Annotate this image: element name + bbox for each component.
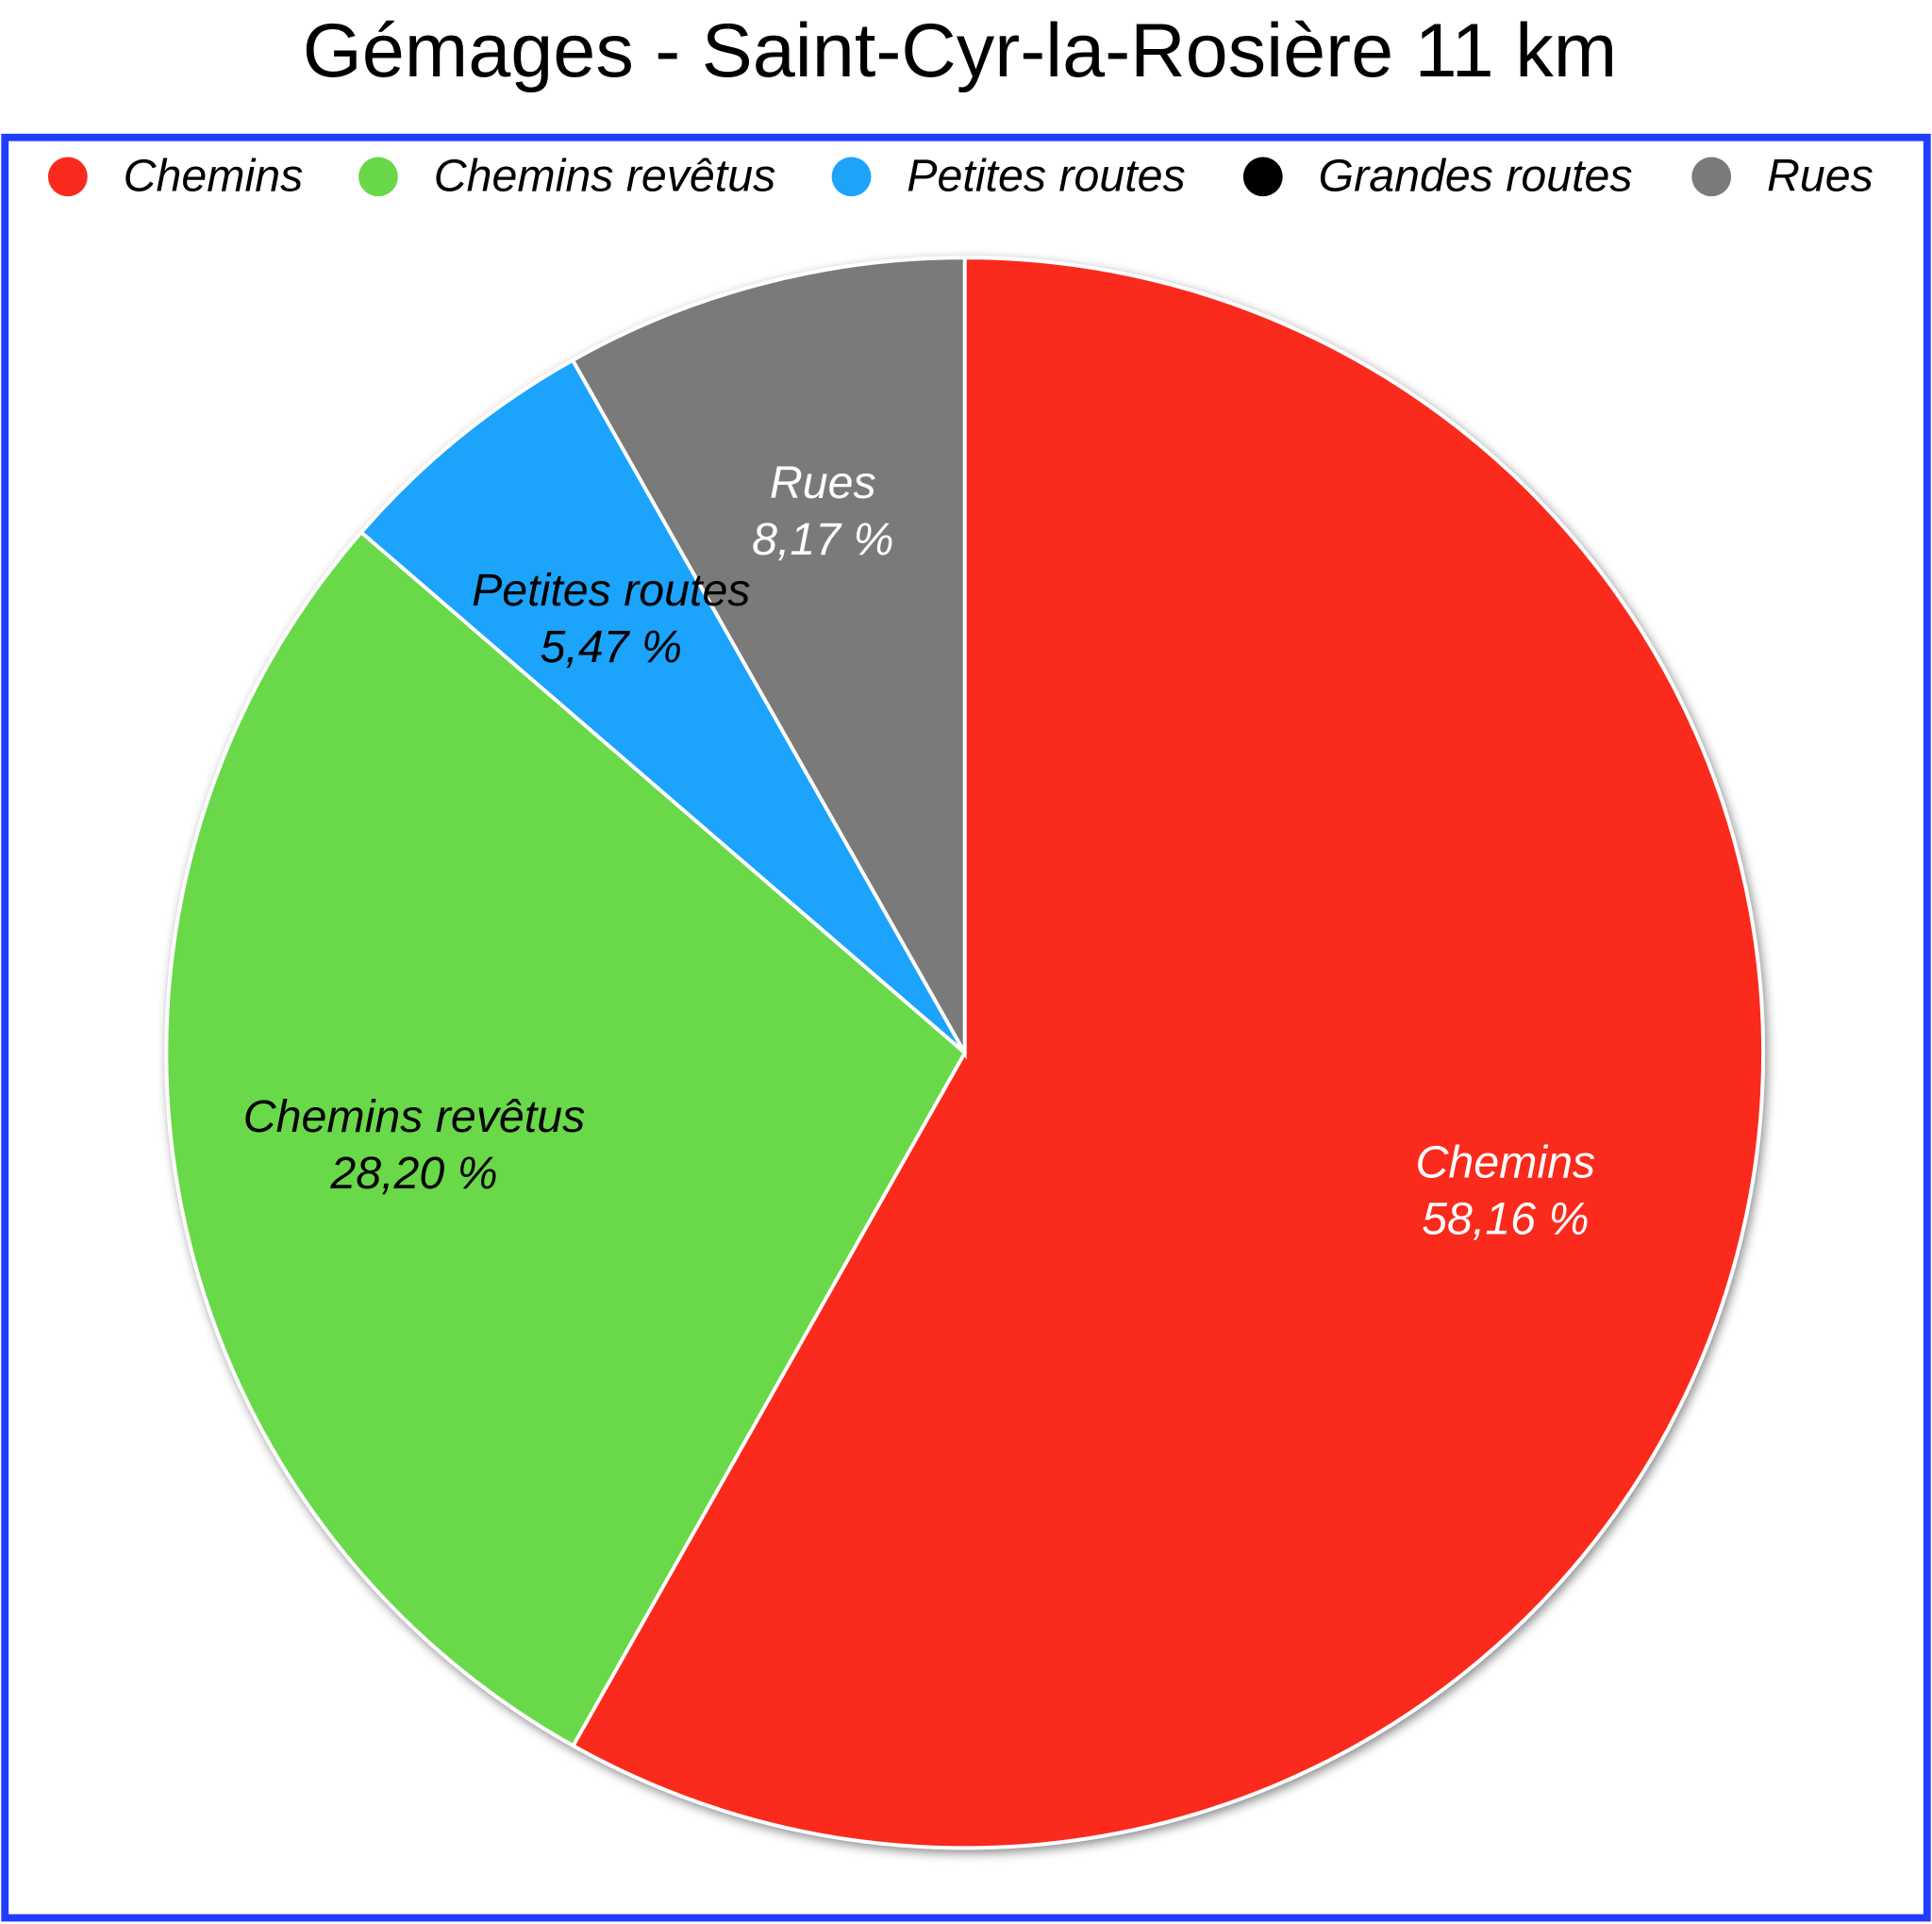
pie-slice: [164, 529, 968, 1749]
legend-label: Chemins revêtus: [434, 151, 776, 202]
pie-slice: [358, 357, 967, 1054]
chart-frame: [1, 133, 1931, 1922]
pie: [164, 256, 1766, 1850]
chart-title: Gémages - Saint-Cyr-la-Rosière 11 km: [303, 8, 1617, 93]
legend-marker: [831, 157, 872, 197]
legend-marker: [1691, 157, 1732, 197]
slice-value-label: 5,47 %: [541, 622, 682, 672]
pie-slice: [570, 256, 1766, 1850]
slice-label: Rues: [770, 457, 876, 508]
slice-label: Petites routes: [472, 565, 750, 616]
legend-marker: [1242, 157, 1283, 197]
legend-label: Rues: [1767, 151, 1874, 202]
slice-value-label: 58,16 %: [1422, 1194, 1589, 1245]
legend-label: Grandes routes: [1319, 151, 1633, 202]
legend-marker: [47, 157, 88, 197]
legend-label: Chemins: [124, 151, 304, 202]
legend-label: Petites routes: [907, 151, 1185, 202]
pie-slice: [570, 256, 967, 1060]
legend-marker: [358, 157, 398, 197]
slice-value-label: 28,20 %: [329, 1148, 497, 1199]
slice-label: Chemins revêtus: [243, 1091, 586, 1142]
slice-label: Chemins: [1415, 1137, 1595, 1188]
slice-value-label: 8,17 %: [752, 514, 893, 565]
